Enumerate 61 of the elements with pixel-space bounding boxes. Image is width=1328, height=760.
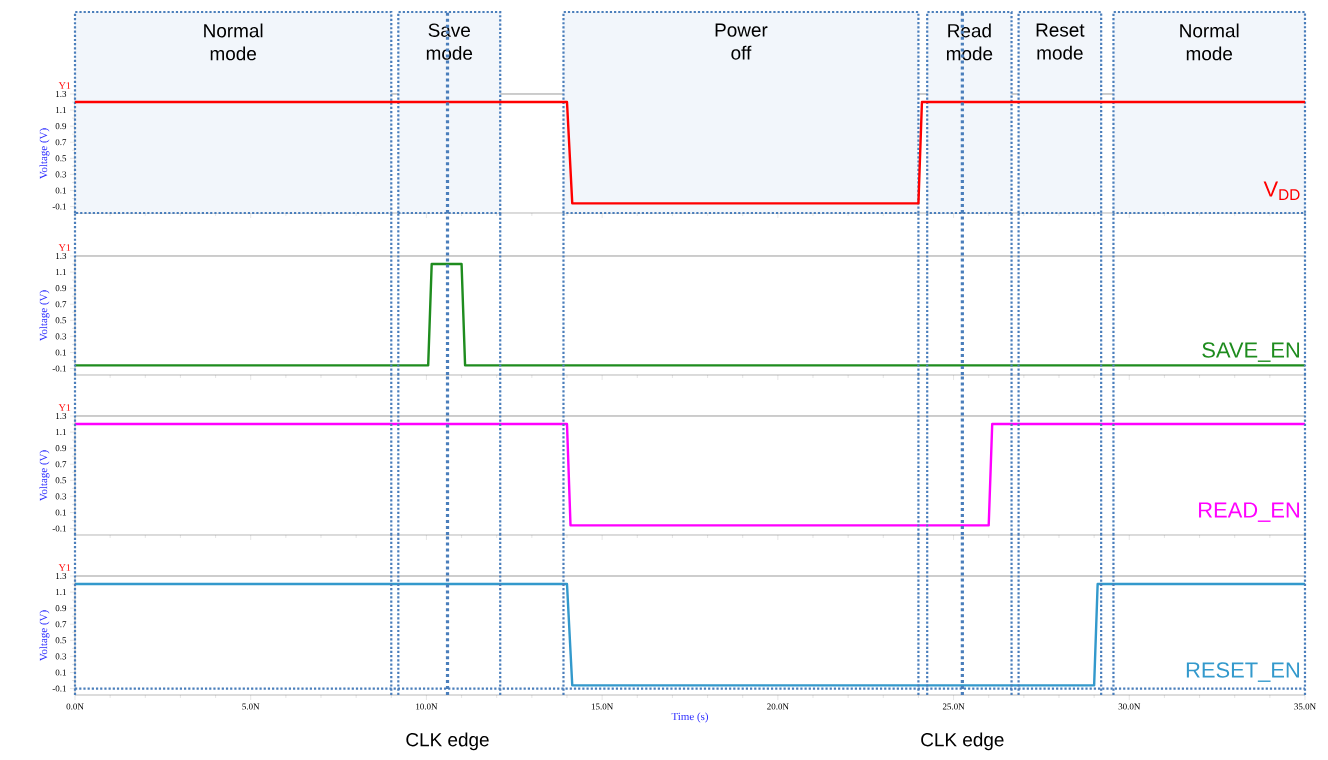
y-tick-label: -0.1 <box>52 685 66 692</box>
y-tick-label: 0.1 <box>55 509 66 516</box>
y-tick-label: 1.1 <box>56 269 66 276</box>
y-tick-label: 0.3 <box>55 333 67 340</box>
x-tick-label: 35.0N <box>1294 703 1316 710</box>
band-label: Normal mode <box>1180 23 1239 61</box>
y-axis-title: Voltage (V) <box>39 610 50 661</box>
y-tick-label: 1.3 <box>56 412 67 420</box>
x-tick-label: 10.0N <box>416 703 438 710</box>
y-tick-label: 0.1 <box>55 349 66 356</box>
y-tick-label: -0.1 <box>52 525 66 532</box>
y-tick-label: 1.1 <box>56 589 66 596</box>
band-label: Read mode <box>946 23 993 61</box>
y-tick-label: 0.7 <box>55 301 67 308</box>
y-tick-label: 0.3 <box>55 653 67 660</box>
x-tick-label: 30.0N <box>1118 703 1141 710</box>
y-axis-title: Voltage (V) <box>39 290 50 341</box>
band-label: Normal mode <box>204 23 263 61</box>
x-tick-label: 5.0N <box>242 703 260 710</box>
y-tick-label: 0.5 <box>55 317 67 324</box>
y-tick-label: 1.1 <box>56 107 66 114</box>
y-tick-label: -0.1 <box>52 365 66 372</box>
y-tick-label: 0.3 <box>55 493 67 500</box>
y-tick-label: 0.9 <box>55 123 67 130</box>
band-label: Reset mode <box>1036 23 1085 60</box>
text: RESET_EN <box>1186 662 1299 682</box>
y-tick-label: 0.7 <box>55 139 67 146</box>
series-label: SAVE_EN <box>1202 342 1300 362</box>
band-label: Save mode <box>426 23 473 60</box>
y-tick-label: 0.9 <box>55 605 67 612</box>
text: Y1 <box>58 82 71 89</box>
x-axis-title: Time (s) <box>671 712 709 723</box>
y-tick-label: 0.9 <box>55 285 67 292</box>
y-tick-label: 0.3 <box>55 171 67 178</box>
y-tick-label: 0.5 <box>55 155 67 162</box>
y-axis-title: Voltage (V) <box>39 128 50 179</box>
y-tick-label: 0.5 <box>55 637 67 644</box>
y-tick-label: 1.3 <box>56 90 67 98</box>
y-tick-label: 0.7 <box>55 621 67 628</box>
x-tick-label: 20.0N <box>767 703 789 710</box>
y-tick-label: 0.5 <box>55 477 67 484</box>
y-tick-label: 0.9 <box>55 445 67 452</box>
y-tick-label: 1.1 <box>56 429 66 436</box>
x-tick-label: 15.0N <box>591 703 614 710</box>
band-label: Power off <box>715 23 768 60</box>
y-tick-label: 1.3 <box>56 252 67 260</box>
text: READ_EN <box>1199 502 1299 522</box>
y-tick-label: 1.3 <box>56 572 67 580</box>
y-tick-label: -0.1 <box>52 203 66 210</box>
x-tick-label: 0.0N <box>66 703 84 710</box>
text: Y1 <box>58 244 71 251</box>
y-tick-label: 0.7 <box>55 461 67 468</box>
text: V$_{DD}$ <box>1263 181 1300 200</box>
text: Y1 <box>58 564 71 571</box>
y-tick-label: 0.1 <box>55 187 66 194</box>
x-tick-label: 25.0N <box>942 703 965 710</box>
ref-line-label: CLK edge <box>921 732 1004 751</box>
ref-line-label: CLK edge <box>406 732 489 751</box>
y-tick-label: 0.1 <box>55 669 66 676</box>
y-axis-title: Voltage (V) <box>39 450 50 501</box>
text: Y1 <box>58 404 71 411</box>
